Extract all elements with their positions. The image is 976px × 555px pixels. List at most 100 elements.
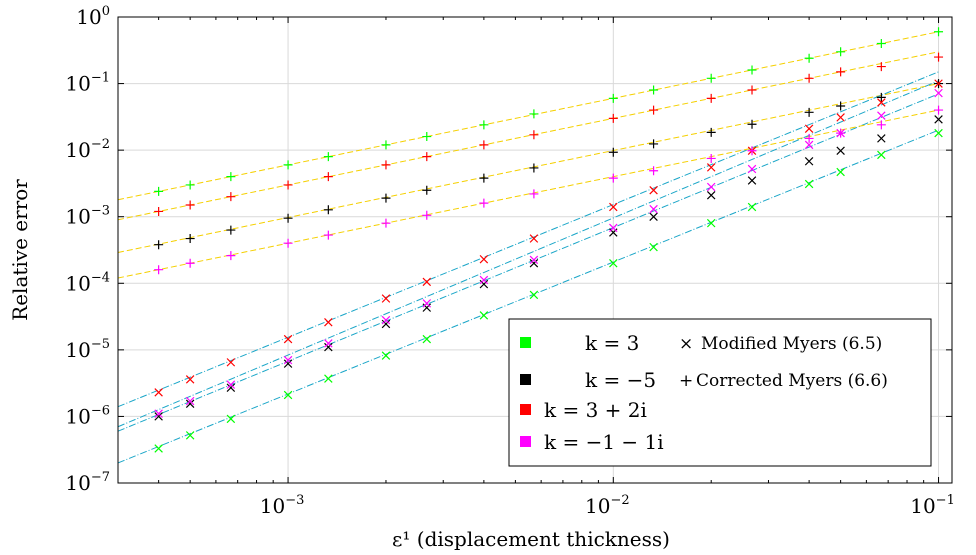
modified-point — [529, 258, 539, 268]
modified-point — [479, 254, 489, 264]
modified-point — [934, 88, 943, 98]
legend-modified-marker: × — [679, 334, 693, 354]
modified-point — [609, 258, 618, 268]
y-tick-base: 10 — [65, 338, 90, 362]
modified-point — [747, 164, 757, 174]
modified-point — [836, 113, 845, 122]
modified-point — [381, 351, 391, 360]
legend-entry-label: k = −1 − 1i — [544, 430, 664, 454]
corrected-point — [185, 180, 195, 190]
corrected-point — [185, 234, 195, 244]
modified-point — [154, 409, 163, 418]
modified-point — [706, 163, 716, 172]
modified-point — [324, 339, 333, 348]
modified-point — [804, 157, 814, 166]
modified-point — [877, 134, 886, 143]
modified-point — [381, 294, 391, 303]
corrected-point — [608, 147, 618, 157]
corrected-point — [381, 218, 391, 228]
modified-fit-line — [117, 71, 939, 408]
modified-point — [185, 396, 195, 406]
y-axis-label: Relative error — [8, 179, 32, 321]
corrected-point — [381, 193, 391, 203]
modified-point — [154, 388, 163, 397]
modified-point — [154, 412, 163, 421]
y-tick-exponent: 0 — [102, 4, 110, 19]
corrected-point — [226, 225, 236, 235]
legend-entry-label: k = −5 — [585, 368, 656, 392]
data-markers — [154, 27, 944, 453]
modified-point — [836, 146, 845, 155]
y-tick-label: 10−1 — [65, 71, 110, 96]
modified-point — [529, 255, 539, 265]
plot-frame — [117, 16, 953, 484]
x-tick-exponent: −2 — [610, 493, 629, 508]
corrected-point — [422, 132, 432, 142]
x-tick-base: 10 — [585, 494, 610, 518]
modified-point — [479, 279, 489, 289]
corrected-point — [323, 205, 333, 215]
x-tick-exponent: −1 — [936, 493, 955, 508]
corrected-point — [649, 105, 659, 115]
corrected-point — [608, 113, 618, 123]
corrected-point — [226, 172, 236, 182]
legend-box — [508, 318, 932, 467]
y-tick-exponent: −3 — [91, 204, 110, 219]
modified-point — [283, 355, 293, 365]
modified-point — [226, 380, 236, 389]
y-tick-label: 10−4 — [65, 270, 110, 295]
corrected-fit-line — [117, 109, 939, 279]
y-tick-exponent: −5 — [91, 337, 110, 352]
modified-point — [226, 414, 236, 424]
corrected-point — [185, 258, 195, 268]
corrected-point — [529, 130, 539, 140]
legend-corrected-label: Corrected Myers (6.6) — [696, 371, 888, 391]
legend-corrected-marker: + — [679, 371, 693, 391]
corrected-point — [804, 107, 814, 117]
legend: k = 3 k = −5 k = 3 + 2i k = −1 − 1i × Modif… — [508, 318, 932, 467]
corrected-point — [479, 173, 489, 183]
corrected-point — [479, 198, 489, 208]
modified-point — [324, 342, 333, 352]
corrected-point — [934, 27, 944, 37]
corrected-point — [649, 139, 659, 149]
modified-point — [154, 444, 163, 453]
corrected-point — [479, 120, 489, 130]
corrected-point — [836, 67, 846, 77]
corrected-point — [283, 160, 293, 170]
modified-point — [706, 182, 716, 192]
modified-point — [529, 234, 539, 243]
corrected-point — [529, 163, 539, 173]
legend-swatch — [520, 404, 531, 415]
modified-point — [226, 358, 236, 367]
modified-point — [877, 98, 886, 107]
modified-point — [649, 204, 658, 214]
modified-point — [934, 128, 943, 138]
corrected-point — [529, 109, 539, 119]
corrected-point — [154, 265, 164, 275]
legend-entry-label: k = 3 — [585, 331, 639, 355]
corrected-point — [154, 206, 164, 216]
modified-point — [283, 359, 293, 368]
corrected-point — [381, 160, 391, 170]
modified-point — [804, 124, 814, 133]
x-tick-exponent: −3 — [285, 493, 304, 508]
y-tick-exponent: −2 — [91, 137, 110, 152]
legend-swatch — [520, 374, 531, 385]
modified-point — [422, 334, 432, 344]
y-tick-label: 10−6 — [65, 403, 110, 428]
corrected-point — [804, 133, 814, 143]
corrected-point — [747, 85, 757, 95]
corrected-point — [154, 186, 164, 196]
modified-point — [706, 218, 716, 228]
modified-point — [747, 202, 757, 212]
modified-point — [934, 115, 943, 124]
x-tick-base: 10 — [910, 494, 935, 518]
modified-point — [649, 242, 658, 252]
modified-fit-line — [117, 93, 939, 432]
corrected-point — [381, 140, 391, 150]
corrected-fit-line — [117, 51, 939, 221]
corrected-point — [323, 230, 333, 240]
modified-point — [804, 140, 814, 150]
